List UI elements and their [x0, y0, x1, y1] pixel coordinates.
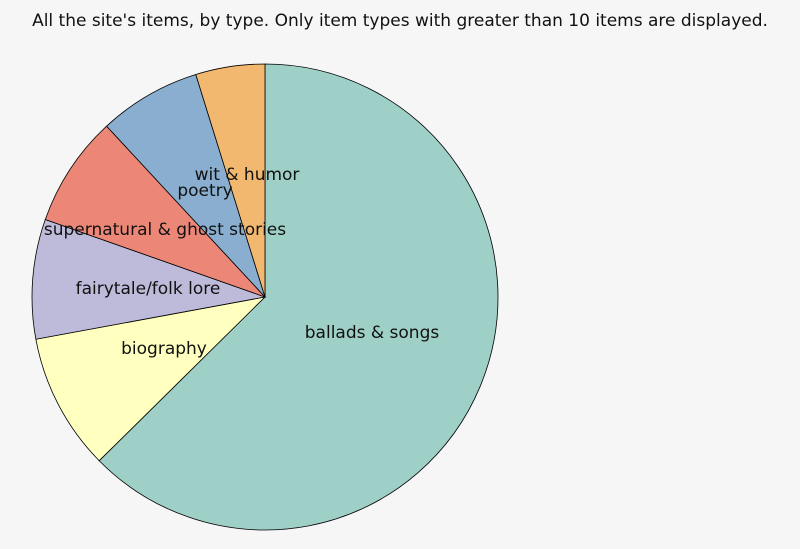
pie-labels: ballads & songs biography fairytale/folk l…	[44, 165, 439, 359]
slice-label: poetry	[177, 181, 232, 201]
pie-slice-supernatural-ghost-stories	[44, 125, 266, 298]
pie-slices	[31, 63, 499, 531]
pie-slice-biography	[35, 296, 267, 462]
pie-slice-ballads-songs	[98, 63, 499, 531]
slice-label: supernatural & ghost stories	[44, 220, 286, 240]
pie-slice-fairytale-folk-lore	[31, 218, 267, 340]
slice-label: fairytale/folk lore	[76, 279, 221, 299]
slice-label: biography	[121, 339, 207, 359]
slice-label: wit & humor	[195, 165, 300, 185]
pie-slice-wit-humor	[195, 63, 266, 298]
slice-label: ballads & songs	[305, 323, 440, 343]
chart-caption: All the site's items, by type. Only item…	[32, 11, 768, 31]
pie-slice-poetry	[106, 74, 266, 298]
